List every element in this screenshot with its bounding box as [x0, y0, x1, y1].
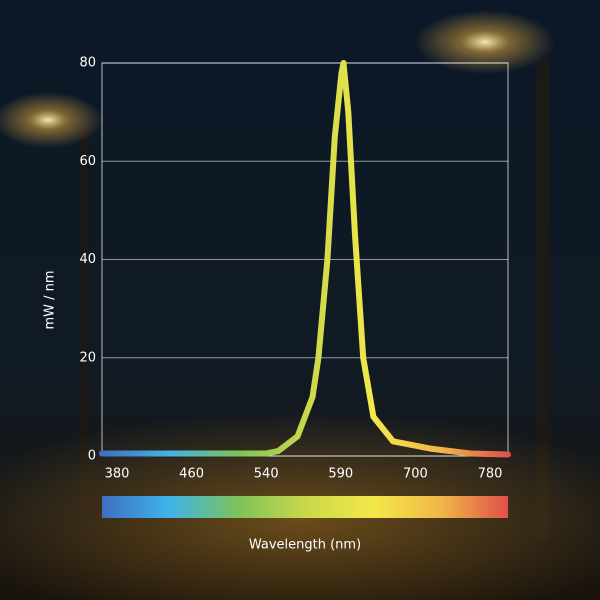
spectrum-line: [99, 60, 511, 458]
x-tick-label: 540: [254, 467, 279, 482]
lamp-glow: [415, 10, 555, 74]
y-axis-label: mW / nm: [43, 270, 58, 329]
y-tick-label: 80: [79, 56, 96, 71]
x-tick-label: 460: [179, 467, 204, 482]
colorbar: [102, 496, 508, 518]
lamp-post: [536, 60, 550, 540]
y-tick-label: 40: [79, 252, 96, 267]
x-tick-label: 700: [403, 467, 428, 482]
x-axis-label: Wavelength (nm): [249, 538, 361, 553]
y-tick-label: 20: [79, 350, 96, 365]
lamp-post: [80, 130, 90, 510]
lamp-glow: [0, 92, 103, 148]
x-tick-label: 590: [328, 467, 353, 482]
x-tick-label: 780: [478, 467, 503, 482]
y-tick-label: 0: [88, 449, 96, 464]
y-tick-label: 60: [79, 154, 96, 169]
x-tick-label: 380: [105, 467, 130, 482]
plot: 0 20 40 60 80 380 460 540 590 700 780: [79, 56, 511, 482]
